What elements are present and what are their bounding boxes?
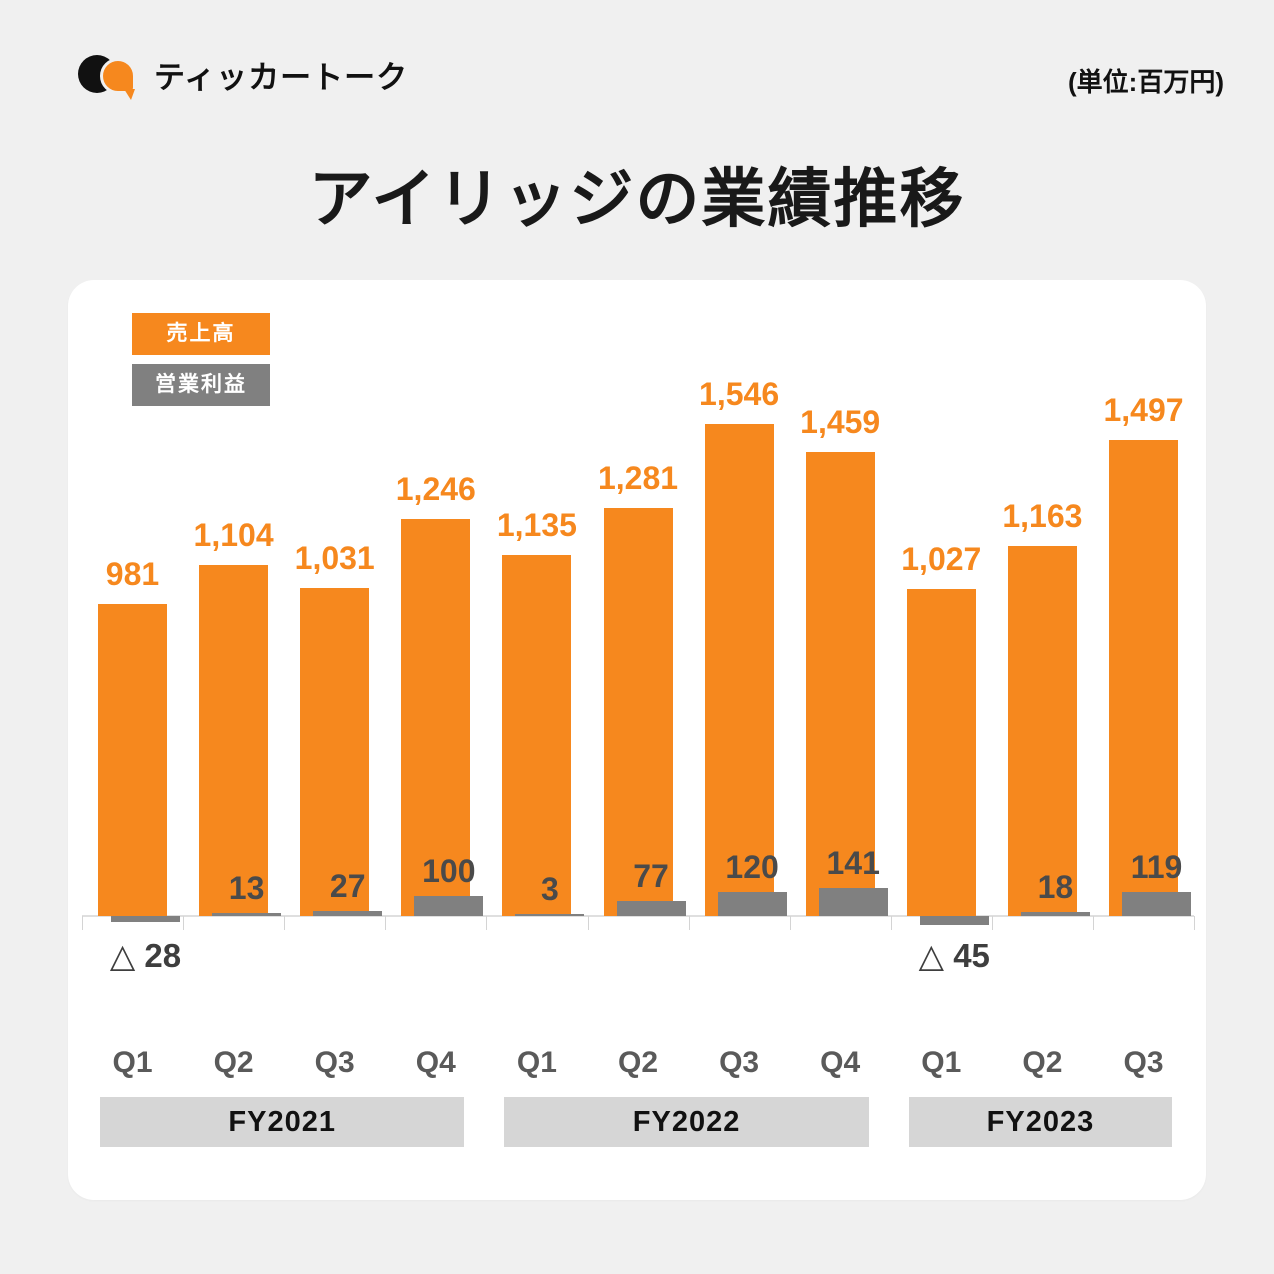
bar-column: 1,459 141 Q4: [790, 280, 891, 1198]
quarter-label: Q3: [1123, 1046, 1164, 1079]
profit-bar: [515, 914, 585, 916]
revenue-bar: [502, 555, 572, 916]
bar-column: 1,163 18 Q2: [992, 280, 1093, 1198]
quarter-label: Q1: [921, 1046, 962, 1079]
legend-revenue: 売上高: [132, 313, 270, 355]
profit-bar: [1020, 912, 1090, 916]
x-axis-tick: [486, 916, 488, 930]
profit-bar: [212, 913, 282, 916]
legend-operating-profit: 営業利益: [132, 364, 270, 406]
revenue-value-label: 1,281: [597, 460, 679, 496]
x-axis-tick: [1093, 916, 1094, 930]
revenue-value-label: 1,497: [1103, 392, 1184, 428]
profit-value-label: 100: [422, 853, 476, 889]
bar-column: 1,281 77 Q2: [588, 280, 689, 1198]
quarter-label: Q2: [617, 1046, 659, 1079]
profit-value-label: 3: [540, 871, 559, 907]
profit-bar: [818, 888, 888, 916]
brand: ティッカートーク: [78, 52, 409, 100]
profit-bar: [313, 911, 383, 916]
revenue-value-label: 1,135: [496, 507, 577, 543]
profit-bar: [1122, 892, 1191, 916]
revenue-bar: [199, 565, 269, 916]
fiscal-year-band: FY2021: [100, 1097, 465, 1147]
x-axis-tick: [284, 916, 286, 930]
revenue-bar: [906, 589, 976, 916]
profit-bar: [111, 916, 180, 922]
revenue-bar: [300, 588, 370, 916]
brand-logo-icon: [78, 53, 140, 100]
bar-column: 1,135 3 Q1: [486, 280, 587, 1198]
profit-value-label: 120: [725, 849, 779, 885]
quarter-label: Q1: [112, 1046, 153, 1079]
revenue-bar: [98, 604, 167, 916]
revenue-bar: [401, 519, 471, 916]
bar-column: 1,027 △ 45 Q1: [891, 280, 992, 1198]
x-axis-tick: [890, 916, 892, 930]
x-axis-tick: [385, 916, 387, 930]
profit-value-label: 77: [633, 858, 669, 894]
profit-bar: [414, 896, 484, 916]
x-axis-tick: [82, 916, 83, 930]
x-axis-tick: [587, 916, 589, 930]
revenue-value-label: 1,246: [395, 471, 476, 507]
profit-value-label: 18: [1037, 869, 1074, 905]
fiscal-year-band: FY2023: [908, 1097, 1173, 1147]
bar-chart-plot: 981 △ 28 Q1 1,104 13 Q2 1,031 27 Q3 1,246 100 Q4 1,1…: [82, 280, 1196, 1198]
x-axis-tick: [1194, 916, 1196, 930]
brand-name: ティッカートーク: [154, 60, 409, 95]
revenue-bar: [704, 424, 774, 916]
x-axis-tick: [991, 916, 993, 930]
revenue-value-label: 1,459: [800, 404, 881, 440]
bar-column: 1,031 27 Q3: [284, 280, 385, 1198]
x-axis-tick: [789, 916, 791, 930]
profit-bar: [717, 892, 787, 916]
bar-column: 1,246 100 Q4: [385, 280, 486, 1198]
revenue-bar: [1007, 546, 1077, 916]
profit-bar: [616, 901, 686, 916]
fiscal-year-band: FY2022: [504, 1097, 869, 1147]
unit-note: (単位:百万円): [1068, 67, 1224, 97]
page-title: アイリッジの業績推移: [308, 163, 966, 235]
quarter-label: Q3: [719, 1046, 760, 1079]
quarter-label: Q2: [213, 1046, 254, 1079]
bar-column: 981 △ 28 Q1: [82, 280, 183, 1198]
profit-bar: [919, 916, 989, 925]
quarter-label: Q4: [820, 1046, 861, 1079]
revenue-value-label: 1,027: [901, 541, 982, 577]
quarter-label: Q4: [415, 1046, 456, 1079]
revenue-bar: [1109, 440, 1178, 916]
bar-column: 1,104 13 Q2: [183, 280, 284, 1198]
profit-value-label: 27: [329, 868, 366, 904]
x-axis-tick: [688, 916, 690, 930]
profit-value-label: 13: [228, 870, 265, 906]
revenue-bar: [603, 508, 673, 916]
profit-value-label: 141: [826, 845, 880, 881]
quarter-label: Q3: [314, 1046, 355, 1079]
revenue-value-label: 1,104: [193, 517, 274, 553]
bar-column: 1,497 119 Q3: [1093, 280, 1194, 1198]
chart-legend: 売上高 営業利益: [132, 313, 270, 406]
revenue-value-label: 1,031: [294, 540, 375, 576]
x-axis-tick: [183, 916, 185, 930]
revenue-bar: [805, 452, 875, 916]
revenue-value-label: 1,546: [699, 376, 780, 412]
bar-column: 1,546 120 Q3: [689, 280, 790, 1198]
profit-negative-value-label: △ 45: [918, 937, 990, 974]
x-axis-line: [82, 915, 1194, 917]
speech-bubble-orange-icon: [100, 57, 136, 94]
profit-value-label: 119: [1130, 849, 1183, 885]
quarter-label: Q1: [516, 1046, 557, 1079]
chart-card: 売上高 営業利益 981 △ 28 Q1 1,104 13 Q2 1,031 27 Q3 1,24…: [68, 280, 1206, 1200]
speech-bubble-tail-icon: [124, 88, 135, 100]
revenue-value-label: 981: [105, 556, 160, 592]
profit-negative-value-label: △ 28: [109, 937, 182, 974]
quarter-label: Q2: [1022, 1046, 1063, 1079]
revenue-value-label: 1,163: [1002, 498, 1083, 534]
